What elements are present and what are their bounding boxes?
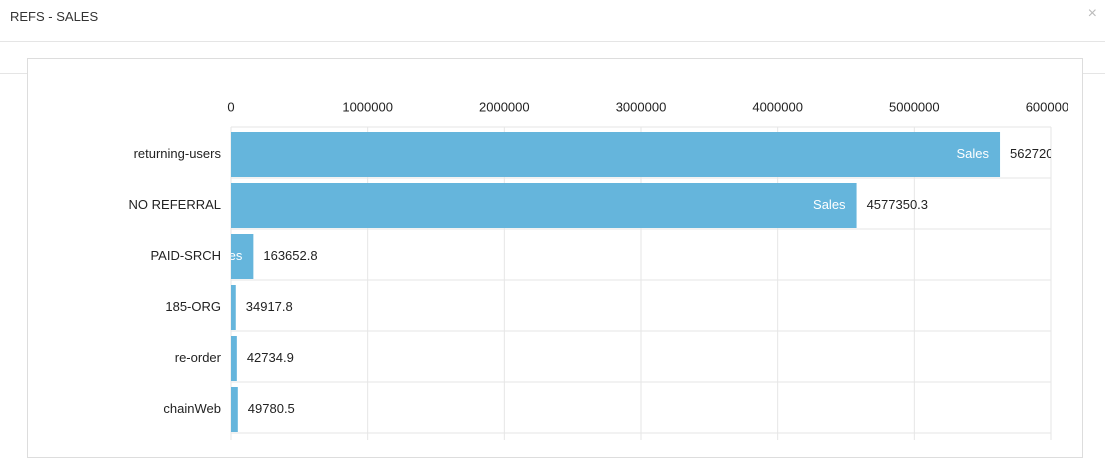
x-tick-label: 0 <box>227 99 234 114</box>
bar <box>231 387 238 432</box>
bar <box>231 183 857 228</box>
category-label: returning-users <box>134 146 222 161</box>
value-label: 49780.5 <box>248 401 295 416</box>
x-tick-label: 2000000 <box>479 99 530 114</box>
category-label: 185-ORG <box>165 299 221 314</box>
value-label: 4577350.3 <box>867 197 928 212</box>
x-tick-label: 5000000 <box>889 99 940 114</box>
category-label: chainWeb <box>163 401 221 416</box>
dialog-title: REFS - SALES <box>10 9 99 24</box>
category-label: re-order <box>175 350 222 365</box>
x-tick-label: 1000000 <box>342 99 393 114</box>
value-label: 42734.9 <box>247 350 294 365</box>
category-label: NO REFERRAL <box>129 197 221 212</box>
close-button[interactable]: × <box>1087 5 1097 22</box>
dialog-header: REFS - SALES × <box>0 0 1105 42</box>
value-label: 5627200 <box>1010 146 1061 161</box>
bar-series-label: Sales <box>813 197 846 212</box>
category-label: PAID-SRCH <box>150 248 221 263</box>
bar <box>231 336 237 381</box>
bar-series-label: Sales <box>957 146 990 161</box>
x-tick-label: 3000000 <box>616 99 667 114</box>
bar <box>231 132 1001 177</box>
bar-series-label: Sales <box>210 248 243 263</box>
value-label: 34917.8 <box>246 299 293 314</box>
bar <box>231 285 236 330</box>
x-tick-label: 6000000 <box>1026 99 1077 114</box>
chart-panel <box>27 58 1083 458</box>
x-tick-label: 4000000 <box>752 99 803 114</box>
value-label: 163652.8 <box>263 248 317 263</box>
bar <box>231 234 254 279</box>
